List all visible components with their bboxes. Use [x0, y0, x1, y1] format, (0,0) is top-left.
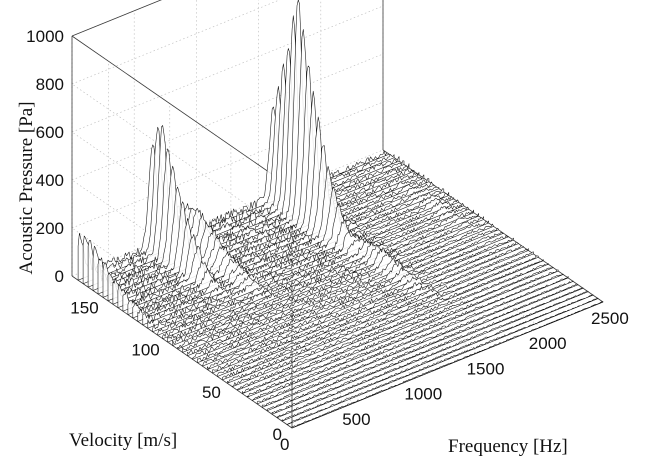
waterfall-trace: [251, 273, 564, 401]
waterfall-trace: [237, 263, 549, 391]
grid-line: [71, 0, 162, 37]
waterfall-trace: [222, 251, 534, 381]
grid-line: [71, 53, 384, 181]
box-edge: [71, 35, 293, 189]
waterfall-trace: [202, 237, 514, 367]
y-tick-label: 150: [70, 298, 98, 317]
box-edge: [71, 275, 293, 429]
grid-line: [134, 250, 355, 404]
x-tick-label: 500: [342, 410, 370, 429]
waterfall-trace: [286, 297, 599, 425]
waterfall-trace: [192, 231, 504, 360]
waterfall-trace: [276, 290, 589, 418]
box-edge: [71, 0, 162, 37]
waterfall-trace: [207, 241, 519, 370]
grid-line: [320, 174, 541, 328]
waterfall-trace: [157, 206, 469, 336]
y-tick-label: 100: [131, 341, 159, 360]
x-tick-label: 1500: [467, 359, 505, 378]
grid-line: [71, 5, 384, 133]
waterfall-trace: [142, 196, 455, 326]
waterfall-trace: [261, 280, 574, 408]
waterfall-trace: [177, 220, 489, 350]
waterfall-trace: [246, 269, 559, 398]
waterfall-trace: [212, 245, 524, 374]
x-tick-label: 1000: [404, 385, 442, 404]
waterfall-trace: [266, 283, 579, 412]
waterfall-trace: [227, 255, 539, 384]
waterfall-trace: [256, 276, 569, 405]
z-axis-title: Acoustic Pressure [Pa]: [16, 101, 37, 274]
waterfall-trace: [187, 227, 499, 357]
z-tick-label: 200: [36, 219, 64, 238]
waterfall-trace: [197, 235, 509, 363]
waterfall-trace: [167, 213, 479, 343]
y-tick-label: 50: [202, 383, 221, 402]
z-tick-label: 600: [36, 123, 64, 142]
grid-line: [71, 0, 281, 85]
waterfall-trace: [122, 116, 435, 312]
waterfall-trace: [132, 166, 445, 319]
z-tick-label: 800: [36, 75, 64, 94]
waterfall-trace: [172, 216, 484, 346]
x-tick-label: 2000: [529, 334, 567, 353]
z-tick-label: 400: [36, 171, 64, 190]
x-tick-label: 2500: [591, 309, 629, 328]
label-layer: Acoustic Pressure [Pa] Velocity [m/s] Fr…: [16, 27, 629, 457]
waterfall-trace: [281, 294, 594, 422]
waterfall-trace: [271, 287, 584, 415]
x-tick-label: 0: [280, 435, 289, 454]
z-tick-label: 0: [55, 267, 64, 286]
trace-layer: [77, 0, 604, 429]
waterfall-trace: [152, 203, 464, 333]
y-axis-title: Velocity [m/s]: [69, 430, 177, 451]
waterfall-trace: [137, 186, 450, 322]
waterfall-trace: [147, 199, 460, 329]
waterfall-trace: [162, 209, 474, 339]
waterfall-trace: [291, 301, 604, 429]
z-tick-label: 1000: [26, 27, 64, 46]
x-axis-title: Frequency [Hz]: [448, 436, 568, 457]
waterfall-trace: [232, 259, 544, 388]
waterfall-trace: [182, 223, 494, 353]
waterfall-trace: [242, 267, 554, 394]
y-tick-label: 0: [273, 425, 282, 444]
waterfall-trace: [217, 248, 529, 377]
